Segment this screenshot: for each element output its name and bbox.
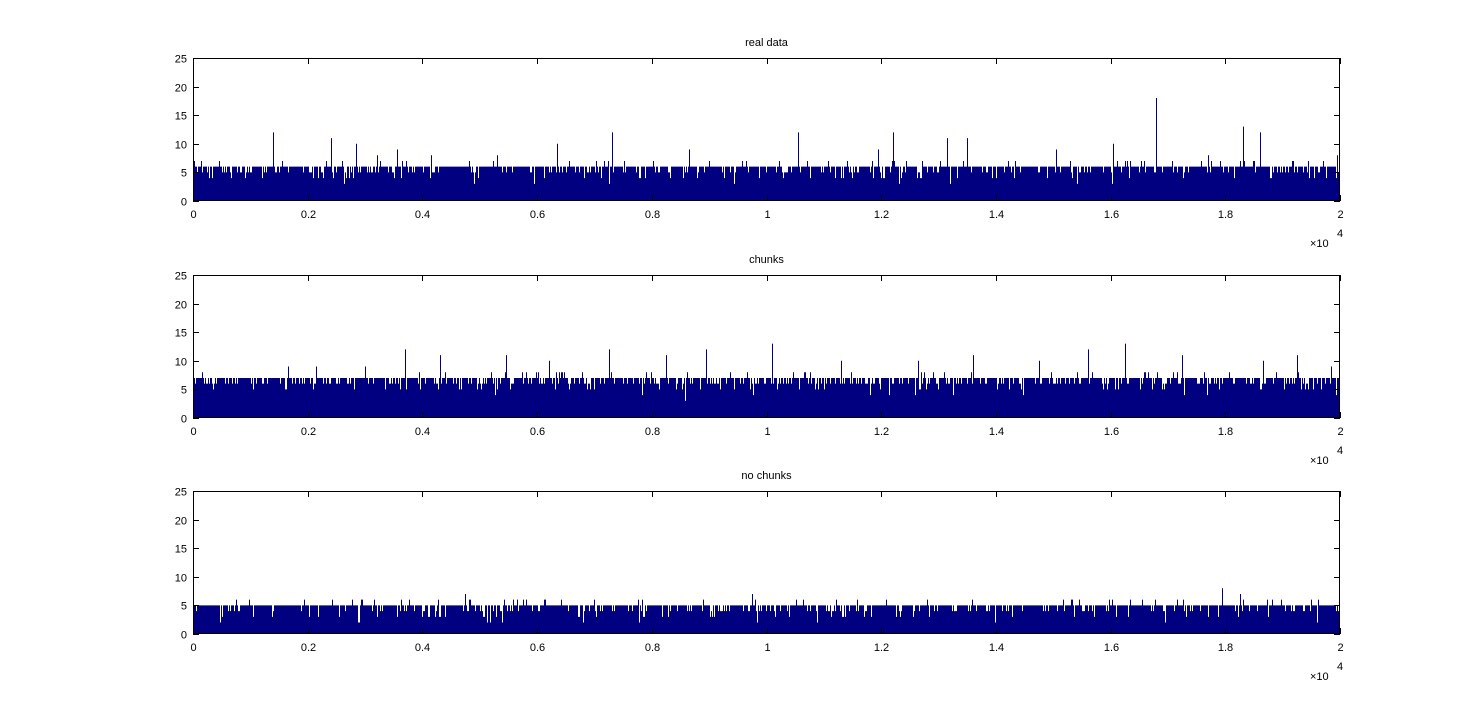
y-tick-label: 25 — [175, 271, 187, 283]
x-tick-label: 0 — [190, 209, 196, 221]
x-exponent-label: ×10 — [1310, 238, 1329, 250]
x-tick-label: 1 — [764, 642, 770, 654]
x-tick-label: 1.8 — [1218, 209, 1233, 221]
x-tick-label: 0.8 — [645, 426, 660, 438]
chart-title: real data — [745, 37, 789, 49]
y-tick-label: 0 — [181, 630, 187, 642]
x-exponent-power: 4 — [1337, 228, 1343, 240]
x-tick-label: 2 — [1337, 426, 1343, 438]
x-tick-label: 1.4 — [989, 209, 1004, 221]
x-tick-label: 1.4 — [989, 426, 1004, 438]
x-tick-label: 1.2 — [874, 426, 889, 438]
y-tick-label: 25 — [175, 487, 187, 499]
x-tick-label: 0 — [190, 426, 196, 438]
x-tick-label: 2 — [1337, 209, 1343, 221]
x-tick-label: 2 — [1337, 642, 1343, 654]
x-tick-label: 1.2 — [874, 642, 889, 654]
x-tick-label: 1.2 — [874, 209, 889, 221]
y-tick-label: 5 — [181, 385, 187, 397]
y-tick-label: 15 — [175, 544, 187, 556]
y-tick-label: 0 — [181, 197, 187, 209]
y-tick-label: 15 — [175, 328, 187, 340]
x-tick-label: 0.4 — [415, 426, 430, 438]
x-tick-label: 0.2 — [301, 426, 316, 438]
x-tick-label: 1.4 — [989, 642, 1004, 654]
x-tick-label: 0.4 — [415, 642, 430, 654]
y-tick-label: 20 — [175, 516, 187, 528]
axes-frame — [193, 275, 1340, 418]
x-tick-label: 1 — [764, 426, 770, 438]
x-exponent-label: ×10 — [1310, 671, 1329, 683]
axes-frame — [193, 491, 1340, 634]
axes-frame — [193, 58, 1340, 201]
x-tick-label: 0.6 — [530, 642, 545, 654]
x-tick-label: 1.6 — [1104, 209, 1119, 221]
y-tick-label: 15 — [175, 111, 187, 123]
y-tick-label: 10 — [175, 357, 187, 369]
x-tick-label: 0.8 — [645, 209, 660, 221]
x-tick-label: 1.8 — [1218, 426, 1233, 438]
x-exponent-label: ×10 — [1310, 455, 1329, 467]
x-tick-label: 0.8 — [645, 642, 660, 654]
x-tick-label: 0.6 — [530, 426, 545, 438]
x-tick-label: 1 — [764, 209, 770, 221]
chart-title: no chunks — [741, 470, 792, 482]
y-tick-label: 5 — [181, 601, 187, 613]
x-tick-label: 0 — [190, 642, 196, 654]
x-tick-label: 0.6 — [530, 209, 545, 221]
y-tick-label: 5 — [181, 168, 187, 180]
x-tick-label: 0.4 — [415, 209, 430, 221]
x-tick-label: 0.2 — [301, 209, 316, 221]
x-tick-label: 1.8 — [1218, 642, 1233, 654]
y-tick-label: 20 — [175, 300, 187, 312]
x-tick-label: 1.6 — [1104, 642, 1119, 654]
y-tick-label: 10 — [175, 140, 187, 152]
y-tick-label: 25 — [175, 54, 187, 66]
x-exponent-power: 4 — [1337, 445, 1343, 457]
chart-title: chunks — [749, 254, 784, 266]
x-tick-label: 0.2 — [301, 642, 316, 654]
x-exponent-power: 4 — [1337, 661, 1343, 673]
y-tick-label: 10 — [175, 573, 187, 585]
x-tick-label: 1.6 — [1104, 426, 1119, 438]
y-tick-label: 20 — [175, 83, 187, 95]
y-tick-label: 0 — [181, 414, 187, 426]
